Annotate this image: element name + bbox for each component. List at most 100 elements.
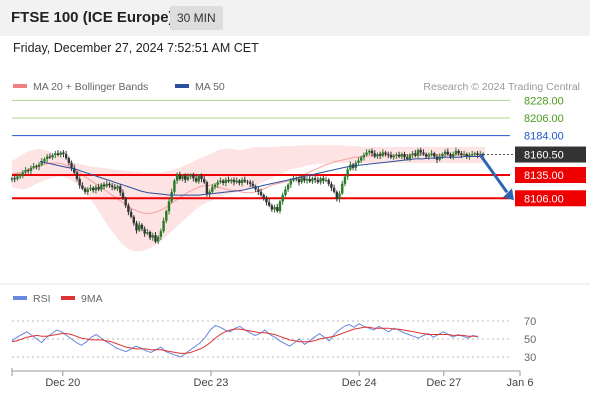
candle-body xyxy=(184,175,187,180)
candle-body xyxy=(173,180,176,192)
candle-body xyxy=(200,175,203,180)
candle-body xyxy=(457,150,460,154)
candle-body xyxy=(10,178,14,180)
candle-body xyxy=(162,220,165,232)
candle-body xyxy=(194,178,198,182)
candle-body xyxy=(113,187,117,189)
level-label: 8184.00 xyxy=(524,131,564,143)
candle-body xyxy=(64,154,68,159)
candle-body xyxy=(392,155,395,158)
candle-body xyxy=(97,187,100,190)
candle-body xyxy=(151,235,154,238)
candle-body xyxy=(170,191,173,202)
candle-body xyxy=(362,154,366,158)
candle-body xyxy=(322,178,325,181)
candle-body xyxy=(213,184,217,188)
candle-body xyxy=(370,150,374,154)
candle-body xyxy=(465,154,468,157)
candle-body xyxy=(262,195,265,199)
instrument-title: FTSE 100 (ICE Europe) xyxy=(11,9,174,26)
candle-body xyxy=(102,184,106,187)
candle-body xyxy=(205,182,209,195)
candle-body xyxy=(21,172,25,175)
candle-body xyxy=(56,153,60,155)
level-label: 8206.00 xyxy=(524,113,564,125)
candle-body xyxy=(92,187,95,191)
candle-body xyxy=(146,232,149,234)
candle-body xyxy=(476,153,479,155)
candle-body xyxy=(43,158,46,162)
candle-body xyxy=(167,201,171,212)
candle-body xyxy=(78,179,81,186)
candle-body xyxy=(124,198,127,206)
candle-body xyxy=(83,188,87,192)
candle-body xyxy=(335,191,339,200)
rsi-ma-line xyxy=(11,326,478,354)
candle-body xyxy=(211,187,214,192)
level-tag xyxy=(515,190,586,207)
candle-body xyxy=(48,156,52,158)
candle-body xyxy=(327,179,330,184)
candle-body xyxy=(159,231,163,237)
candle-body xyxy=(424,154,428,157)
candle-body xyxy=(346,169,349,177)
candle-body xyxy=(454,150,458,155)
candle-body xyxy=(89,187,92,190)
candle-body xyxy=(240,179,244,184)
candle-body xyxy=(308,179,311,182)
legend-label: MA 20 + Bollinger Bands xyxy=(33,81,148,93)
level-tag xyxy=(515,146,586,163)
candle-body xyxy=(108,183,111,186)
x-tick-label: Dec 24 xyxy=(342,377,377,389)
candle-body xyxy=(300,177,303,183)
timeframe-badge[interactable]: 30 MIN xyxy=(170,6,223,30)
candle-body xyxy=(154,235,157,242)
candle-body xyxy=(446,151,450,155)
candle-body xyxy=(192,175,195,179)
candle-body xyxy=(286,184,290,190)
candle-body xyxy=(148,232,152,238)
candle-body xyxy=(313,178,317,180)
rsi-line xyxy=(11,323,479,358)
candle-body xyxy=(281,195,284,202)
candle-body xyxy=(140,224,144,229)
candle-body xyxy=(406,157,409,159)
candle-body xyxy=(373,153,376,157)
candle-body xyxy=(462,154,466,156)
candle-body xyxy=(441,154,444,157)
candle-body xyxy=(427,154,431,157)
candle-body xyxy=(470,154,474,156)
rsi-level-label: 70 xyxy=(524,316,536,328)
candle-body xyxy=(121,192,125,199)
candle-body xyxy=(37,164,41,167)
candle-body xyxy=(433,153,436,157)
candle-body xyxy=(251,183,255,187)
candle-body xyxy=(259,191,263,196)
candle-body xyxy=(110,185,114,188)
candle-body xyxy=(460,153,463,155)
candle-body xyxy=(284,189,287,196)
candle-body xyxy=(116,186,119,189)
candle-body xyxy=(221,180,225,184)
candle-body xyxy=(443,151,447,155)
candle-body xyxy=(16,176,19,180)
candle-body xyxy=(430,153,433,155)
rsi-level-label: 50 xyxy=(524,334,536,346)
ma50-line xyxy=(39,156,480,196)
legend-label: 9MA xyxy=(81,293,103,305)
candle-body xyxy=(422,152,425,155)
candle-body xyxy=(292,178,295,181)
header-bar: FTSE 100 (ICE Europe) 30 MIN xyxy=(0,0,590,36)
candle-body xyxy=(132,216,136,224)
candle-body xyxy=(473,153,477,155)
candle-body xyxy=(181,175,184,180)
candle-body xyxy=(297,179,301,183)
candle-body xyxy=(273,207,276,210)
legend-swatch xyxy=(175,84,189,88)
candle-body xyxy=(330,183,333,188)
candle-body xyxy=(265,198,268,203)
candle-body xyxy=(143,228,146,234)
candle-body xyxy=(246,181,249,183)
candle-body xyxy=(224,179,228,184)
bollinger-band-fill xyxy=(12,145,485,252)
